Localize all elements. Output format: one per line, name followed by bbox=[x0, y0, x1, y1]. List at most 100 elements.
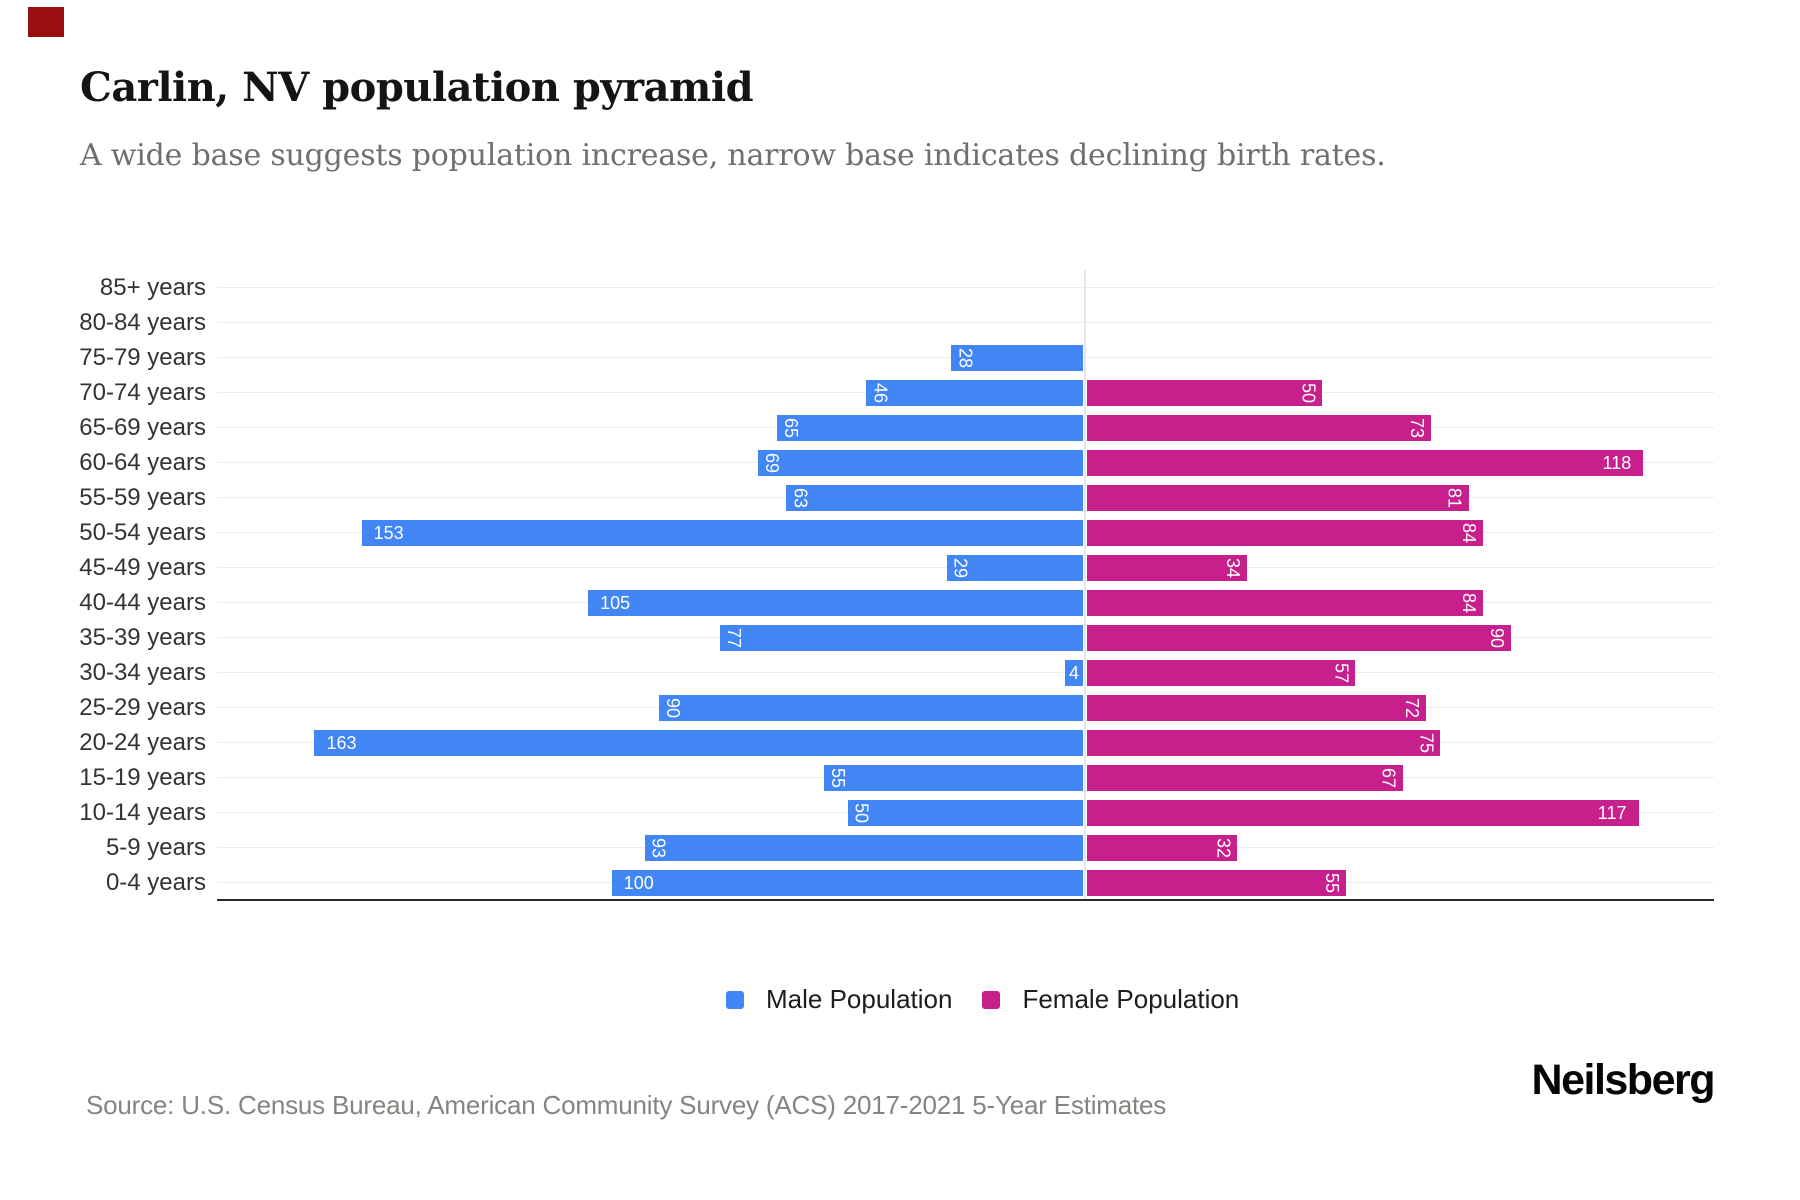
legend-label-male: Male Population bbox=[766, 984, 953, 1014]
female-bar[interactable]: 57 bbox=[1086, 659, 1356, 686]
female-bar[interactable]: 75 bbox=[1086, 729, 1441, 756]
bar-value: 105 bbox=[600, 592, 631, 613]
bar-value: 46 bbox=[870, 382, 891, 403]
bar-value: 69 bbox=[761, 452, 782, 473]
bar-value: 153 bbox=[373, 522, 404, 543]
pyramid-row: 40-44 years 105 84 bbox=[0, 585, 1800, 620]
age-label: 50-54 years bbox=[79, 519, 206, 546]
female-bar[interactable]: 34 bbox=[1086, 554, 1247, 581]
bar-value: 65 bbox=[780, 417, 801, 438]
bar-value: 163 bbox=[326, 732, 357, 753]
male-bar[interactable]: 163 bbox=[314, 729, 1084, 756]
bar-value: 57 bbox=[1331, 662, 1352, 683]
male-swatch bbox=[726, 990, 744, 1009]
female-bar[interactable]: 117 bbox=[1086, 799, 1639, 826]
pyramid-row: 80-84 years bbox=[0, 305, 1800, 340]
male-bar[interactable]: 90 bbox=[658, 694, 1084, 721]
age-label: 75-79 years bbox=[79, 344, 206, 371]
bar-value: 100 bbox=[623, 872, 654, 893]
male-bar[interactable]: 65 bbox=[776, 414, 1084, 441]
source-note: Source: U.S. Census Bureau, American Com… bbox=[86, 1090, 1167, 1120]
female-swatch bbox=[982, 990, 1001, 1009]
female-bar[interactable]: 118 bbox=[1086, 449, 1644, 476]
bar-value: 93 bbox=[648, 837, 669, 858]
neilsberg-logo[interactable]: Neilsberg bbox=[1531, 1056, 1716, 1104]
bar-value: 73 bbox=[1406, 417, 1427, 438]
pyramid-row: 55-59 years 63 81 bbox=[0, 480, 1800, 515]
age-label: 20-24 years bbox=[79, 729, 206, 756]
male-bar[interactable]: 77 bbox=[720, 624, 1084, 651]
bar-value: 34 bbox=[1222, 557, 1243, 578]
bar-value: 29 bbox=[950, 557, 971, 578]
female-bar[interactable]: 73 bbox=[1086, 414, 1431, 441]
male-bar[interactable]: 55 bbox=[824, 764, 1084, 791]
bar-value: 90 bbox=[1487, 627, 1508, 648]
bar-value: 81 bbox=[1444, 487, 1465, 508]
bar-value: 50 bbox=[851, 802, 872, 823]
male-bar[interactable]: 28 bbox=[951, 344, 1084, 371]
age-label: 55-59 years bbox=[79, 484, 206, 511]
bar-value: 77 bbox=[724, 627, 745, 648]
chart-subtitle: A wide base suggests population increase… bbox=[80, 138, 1386, 173]
male-bar[interactable]: 69 bbox=[757, 449, 1084, 476]
bar-value: 72 bbox=[1402, 697, 1423, 718]
age-label: 0-4 years bbox=[105, 869, 206, 896]
male-bar[interactable]: 63 bbox=[786, 484, 1084, 511]
pyramid-row: 70-74 years 46 50 bbox=[0, 375, 1800, 410]
pyramid-row: 10-14 years 50 117 bbox=[0, 795, 1800, 830]
female-bar[interactable]: 55 bbox=[1086, 869, 1346, 896]
age-label: 40-44 years bbox=[79, 589, 206, 616]
male-bar[interactable]: 29 bbox=[946, 554, 1084, 581]
age-label: 45-49 years bbox=[79, 554, 206, 581]
gridline bbox=[217, 672, 1714, 673]
center-axis-line bbox=[1084, 270, 1086, 900]
pyramid-row: 30-34 years 4 57 bbox=[0, 655, 1800, 690]
pyramid-row: 65-69 years 65 73 bbox=[0, 410, 1800, 445]
gridline bbox=[217, 287, 1714, 288]
female-bar[interactable]: 67 bbox=[1086, 764, 1403, 791]
legend-item-male[interactable]: Male Population bbox=[726, 984, 952, 1015]
pyramid-row: 85+ years bbox=[0, 270, 1800, 305]
legend-item-female[interactable]: Female Population bbox=[982, 984, 1239, 1015]
age-label: 60-64 years bbox=[79, 449, 206, 476]
age-label: 80-84 years bbox=[79, 309, 206, 336]
legend: Male Population Female Population bbox=[726, 984, 1239, 1015]
age-label: 35-39 years bbox=[79, 624, 206, 651]
age-label: 25-29 years bbox=[79, 694, 206, 721]
female-bar[interactable]: 90 bbox=[1086, 624, 1512, 651]
female-bar[interactable]: 50 bbox=[1086, 379, 1323, 406]
bar-value: 118 bbox=[1602, 452, 1632, 473]
pyramid-row: 35-39 years 77 90 bbox=[0, 620, 1800, 655]
bar-value: 63 bbox=[790, 487, 811, 508]
female-bar[interactable]: 84 bbox=[1086, 519, 1483, 546]
female-bar[interactable]: 84 bbox=[1086, 589, 1483, 616]
male-bar[interactable]: 50 bbox=[847, 799, 1084, 826]
pyramid-row: 20-24 years 163 75 bbox=[0, 725, 1800, 760]
pyramid-row: 50-54 years 153 84 bbox=[0, 515, 1800, 550]
female-bar[interactable]: 72 bbox=[1086, 694, 1427, 721]
pyramid-row: 5-9 years 93 32 bbox=[0, 830, 1800, 865]
female-bar[interactable]: 81 bbox=[1086, 484, 1469, 511]
male-bar[interactable]: 4 bbox=[1064, 659, 1084, 686]
pyramid-row: 75-79 years 28 bbox=[0, 340, 1800, 375]
bar-value: 90 bbox=[662, 697, 683, 718]
bar-value: 32 bbox=[1213, 837, 1234, 858]
bar-value: 117 bbox=[1597, 802, 1627, 823]
female-bar[interactable]: 32 bbox=[1086, 834, 1238, 861]
male-bar[interactable]: 100 bbox=[611, 869, 1084, 896]
pyramid-row: 45-49 years 29 34 bbox=[0, 550, 1800, 585]
bar-value: 55 bbox=[828, 767, 848, 788]
male-bar[interactable]: 46 bbox=[866, 379, 1084, 406]
age-label: 5-9 years bbox=[105, 834, 206, 861]
bar-value: 4 bbox=[1069, 662, 1080, 683]
male-bar[interactable]: 93 bbox=[644, 834, 1084, 861]
bar-value: 28 bbox=[955, 347, 976, 368]
pyramid-row: 60-64 years 69 118 bbox=[0, 445, 1800, 480]
pyramid-plot: 85+ years 80-84 years 75-79 years 28 70-74 y… bbox=[0, 270, 1800, 902]
age-label: 15-19 years bbox=[79, 764, 206, 791]
male-bar[interactable]: 105 bbox=[588, 589, 1084, 616]
chart-title: Carlin, NV population pyramid bbox=[80, 64, 754, 111]
male-bar[interactable]: 153 bbox=[361, 519, 1084, 546]
age-label: 10-14 years bbox=[79, 799, 206, 826]
